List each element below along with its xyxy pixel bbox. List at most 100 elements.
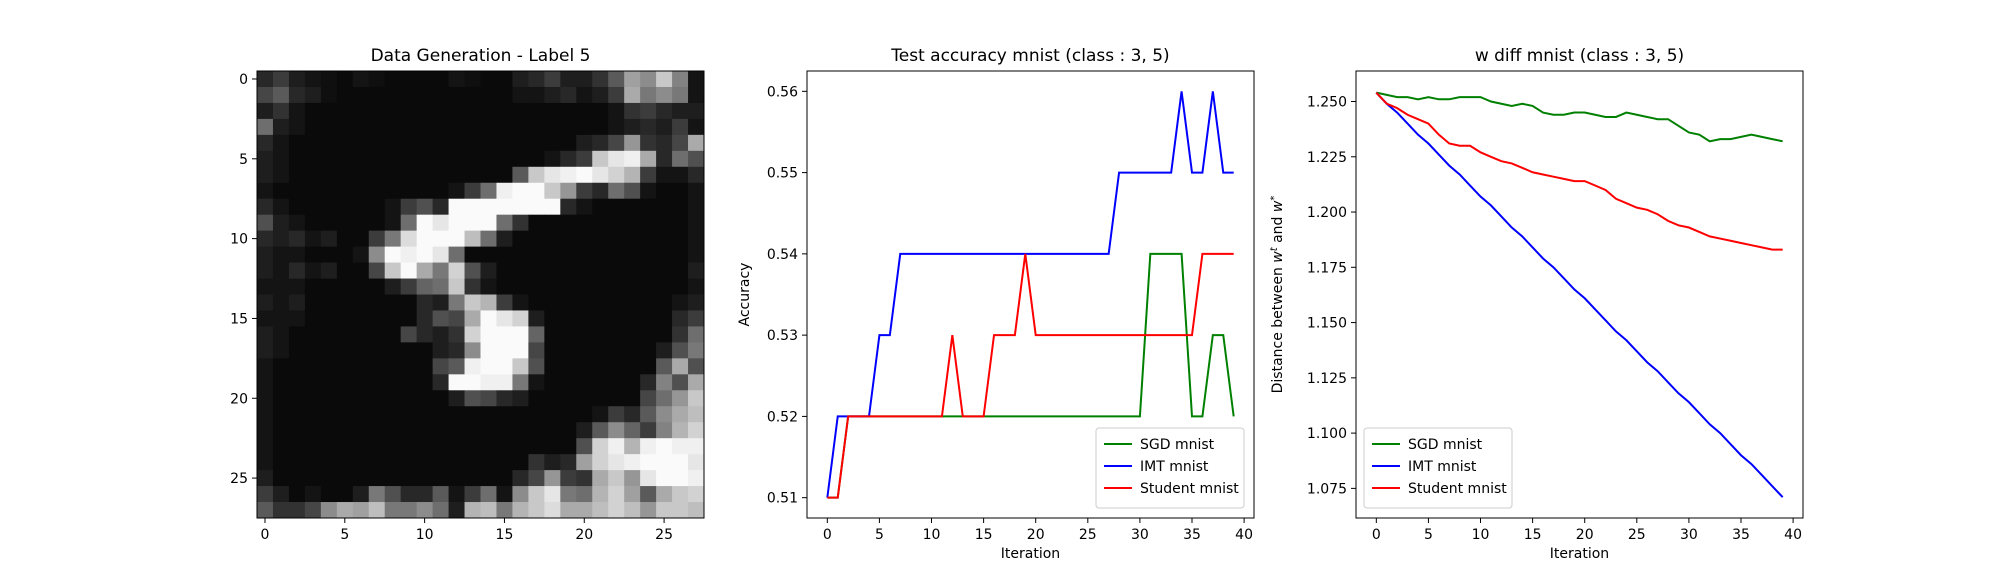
pixel-cell [528, 422, 545, 439]
pixel-cell [304, 262, 322, 279]
pixel-cell [272, 502, 290, 519]
pixel-cell [544, 214, 561, 232]
pixel-cell [480, 230, 497, 247]
pixel-cell [528, 326, 545, 343]
pixel-cell [384, 502, 402, 519]
pixel-cell [257, 214, 274, 232]
pixel-cell [544, 118, 561, 136]
pixel-cell [512, 342, 529, 359]
pixel-cell [480, 502, 497, 519]
pixel-cell [528, 150, 545, 168]
pixel-cell [448, 342, 465, 359]
pixel-cell [592, 486, 609, 503]
pixel-cell [592, 134, 609, 152]
pixel-cell [416, 486, 433, 503]
pixel-cell [512, 326, 529, 343]
pixel-cell [400, 71, 418, 88]
pixel-cell [496, 246, 513, 263]
pixel-cell [624, 438, 641, 455]
pixel-cell [512, 102, 529, 120]
pixel-cell [608, 390, 625, 407]
x-tick-label: 25 [1628, 527, 1646, 543]
pixel-cell [480, 86, 497, 104]
series-line-sgd-mnist [1376, 91, 1783, 143]
pixel-cell [496, 102, 513, 120]
y-tick-label: 5 [239, 152, 248, 168]
pixel-cell [288, 294, 306, 311]
pixel-cell [656, 150, 673, 168]
pixel-cell [272, 342, 290, 359]
chart-title: Data Generation - Label 5 [371, 46, 591, 66]
pixel-cell [272, 230, 290, 247]
pixel-cell [624, 166, 641, 184]
pixel-cell [432, 246, 449, 263]
pixel-cell [320, 310, 338, 327]
pixel-cell [608, 198, 625, 216]
pixel-cell [272, 118, 290, 136]
pixel-cell [496, 230, 513, 247]
pixel-cell [352, 230, 370, 247]
pixel-cell [496, 486, 513, 503]
pixel-cell [608, 262, 625, 279]
pixel-cell [288, 214, 306, 232]
pixel-cell [608, 182, 625, 200]
y-tick-label: 1.200 [1307, 205, 1347, 221]
pixel-cell [480, 198, 497, 216]
pixel-cell [384, 454, 402, 471]
pixel-cell [656, 86, 673, 104]
pixel-cell [592, 422, 609, 439]
pixel-cell [416, 326, 433, 343]
pixel-cell [416, 198, 433, 216]
pixel-cell [560, 150, 577, 168]
legend: SGD mnist IMT mnist Student mnist [1095, 427, 1245, 509]
pixel-cell [464, 246, 481, 263]
pixel-cell [368, 390, 386, 407]
pixel-cell [352, 326, 370, 343]
pixel-cell [416, 358, 433, 375]
pixel-cell [320, 470, 338, 487]
pixel-cell [560, 182, 577, 200]
pixel-cell [624, 198, 641, 216]
series-line-student-mnist [827, 252, 1234, 499]
pixel-cell [288, 406, 306, 423]
legend-frame [1363, 427, 1513, 509]
pixel-cell [257, 150, 274, 168]
pixel-cell [304, 198, 322, 216]
pixel-cell [640, 230, 657, 247]
pixel-cell [528, 262, 545, 279]
pixel-cell [528, 502, 545, 519]
pixel-cell [576, 150, 593, 168]
pixel-cell [272, 198, 290, 216]
pixel-cell [624, 406, 641, 423]
y-axis-label-part: w [1270, 200, 1286, 212]
pixel-cell [336, 150, 354, 168]
pixel-cell [592, 198, 609, 216]
pixel-cell [288, 134, 306, 152]
pixel-cell [288, 502, 306, 519]
pixel-cell [448, 454, 465, 471]
pixel-cell [624, 310, 641, 327]
pixel-cell [320, 422, 338, 439]
pixel-cell [560, 118, 577, 136]
pixel-cell [480, 326, 497, 343]
pixel-cell [560, 166, 577, 184]
pixel-cell [560, 390, 577, 407]
pixel-cell [352, 390, 370, 407]
pixel-cell [656, 230, 673, 247]
pixel-cell [496, 358, 513, 375]
pixel-cell [592, 342, 609, 359]
pixel-cell [512, 182, 529, 200]
pixel-cell [656, 262, 673, 279]
pixel-cell [288, 326, 306, 343]
pixel-cell [512, 150, 529, 168]
pixel-cell [304, 166, 322, 184]
pixel-cell [272, 246, 290, 263]
pixel-cell [464, 502, 481, 519]
pixel-cell [416, 374, 433, 391]
pixel-cell [688, 230, 705, 247]
pixel-cell [544, 86, 561, 104]
pixel-cell [560, 374, 577, 391]
pixel-cell [432, 358, 449, 375]
pixel-cell [368, 246, 386, 263]
pixel-cell [656, 198, 673, 216]
